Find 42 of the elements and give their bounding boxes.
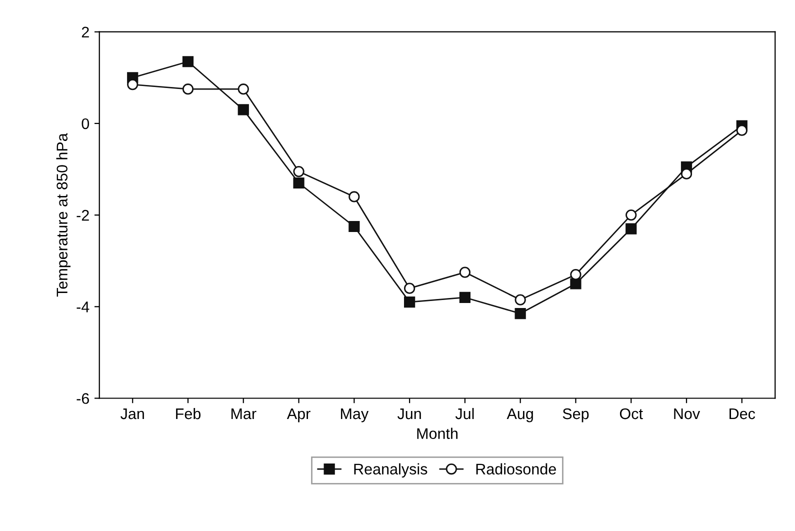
x-tick-label: Dec (730, 408, 756, 420)
point (736, 124, 748, 136)
point (680, 168, 692, 180)
point (570, 278, 582, 290)
point (514, 294, 526, 306)
point (182, 84, 194, 95)
point (182, 56, 194, 68)
point (293, 177, 304, 189)
y-tick-label: 2 (82, 26, 89, 38)
point (626, 210, 637, 221)
x-tick-label: Feb (176, 408, 201, 420)
x-tick-label: May (340, 408, 369, 422)
point (293, 166, 304, 178)
y-tick-label: -2 (76, 210, 89, 221)
legend-label: Reanalysis (354, 463, 428, 478)
y-tick-label: -4 (76, 302, 90, 312)
point (459, 292, 470, 304)
point (459, 266, 470, 278)
point (238, 84, 249, 95)
x-tick-label: Nov (674, 408, 700, 420)
x-tick-label: Sep (562, 408, 589, 422)
x-tick-label: Oct (620, 408, 643, 420)
point (348, 220, 360, 232)
x-tick-label: Jul (455, 408, 474, 420)
point (626, 223, 637, 234)
x-tick-label: Jan (120, 408, 144, 420)
y-tick-label: 0 (82, 118, 90, 130)
point (348, 191, 360, 202)
point (404, 296, 416, 308)
x-tick-label: Apr (286, 408, 310, 422)
point (127, 78, 138, 90)
x-tick-label: Mar (231, 408, 256, 420)
point (514, 308, 526, 320)
x-axis-title: Month (417, 428, 458, 439)
y-tick-label: -6 (76, 393, 89, 404)
x-tick-label: Jun (397, 408, 421, 420)
point (570, 269, 582, 280)
x-tick-label: Aug (506, 408, 533, 422)
point (404, 282, 416, 294)
point (238, 104, 249, 116)
legend-label: Radiosonde (476, 463, 556, 475)
y-axis-title: Temperature at 850 hPa (56, 133, 71, 297)
